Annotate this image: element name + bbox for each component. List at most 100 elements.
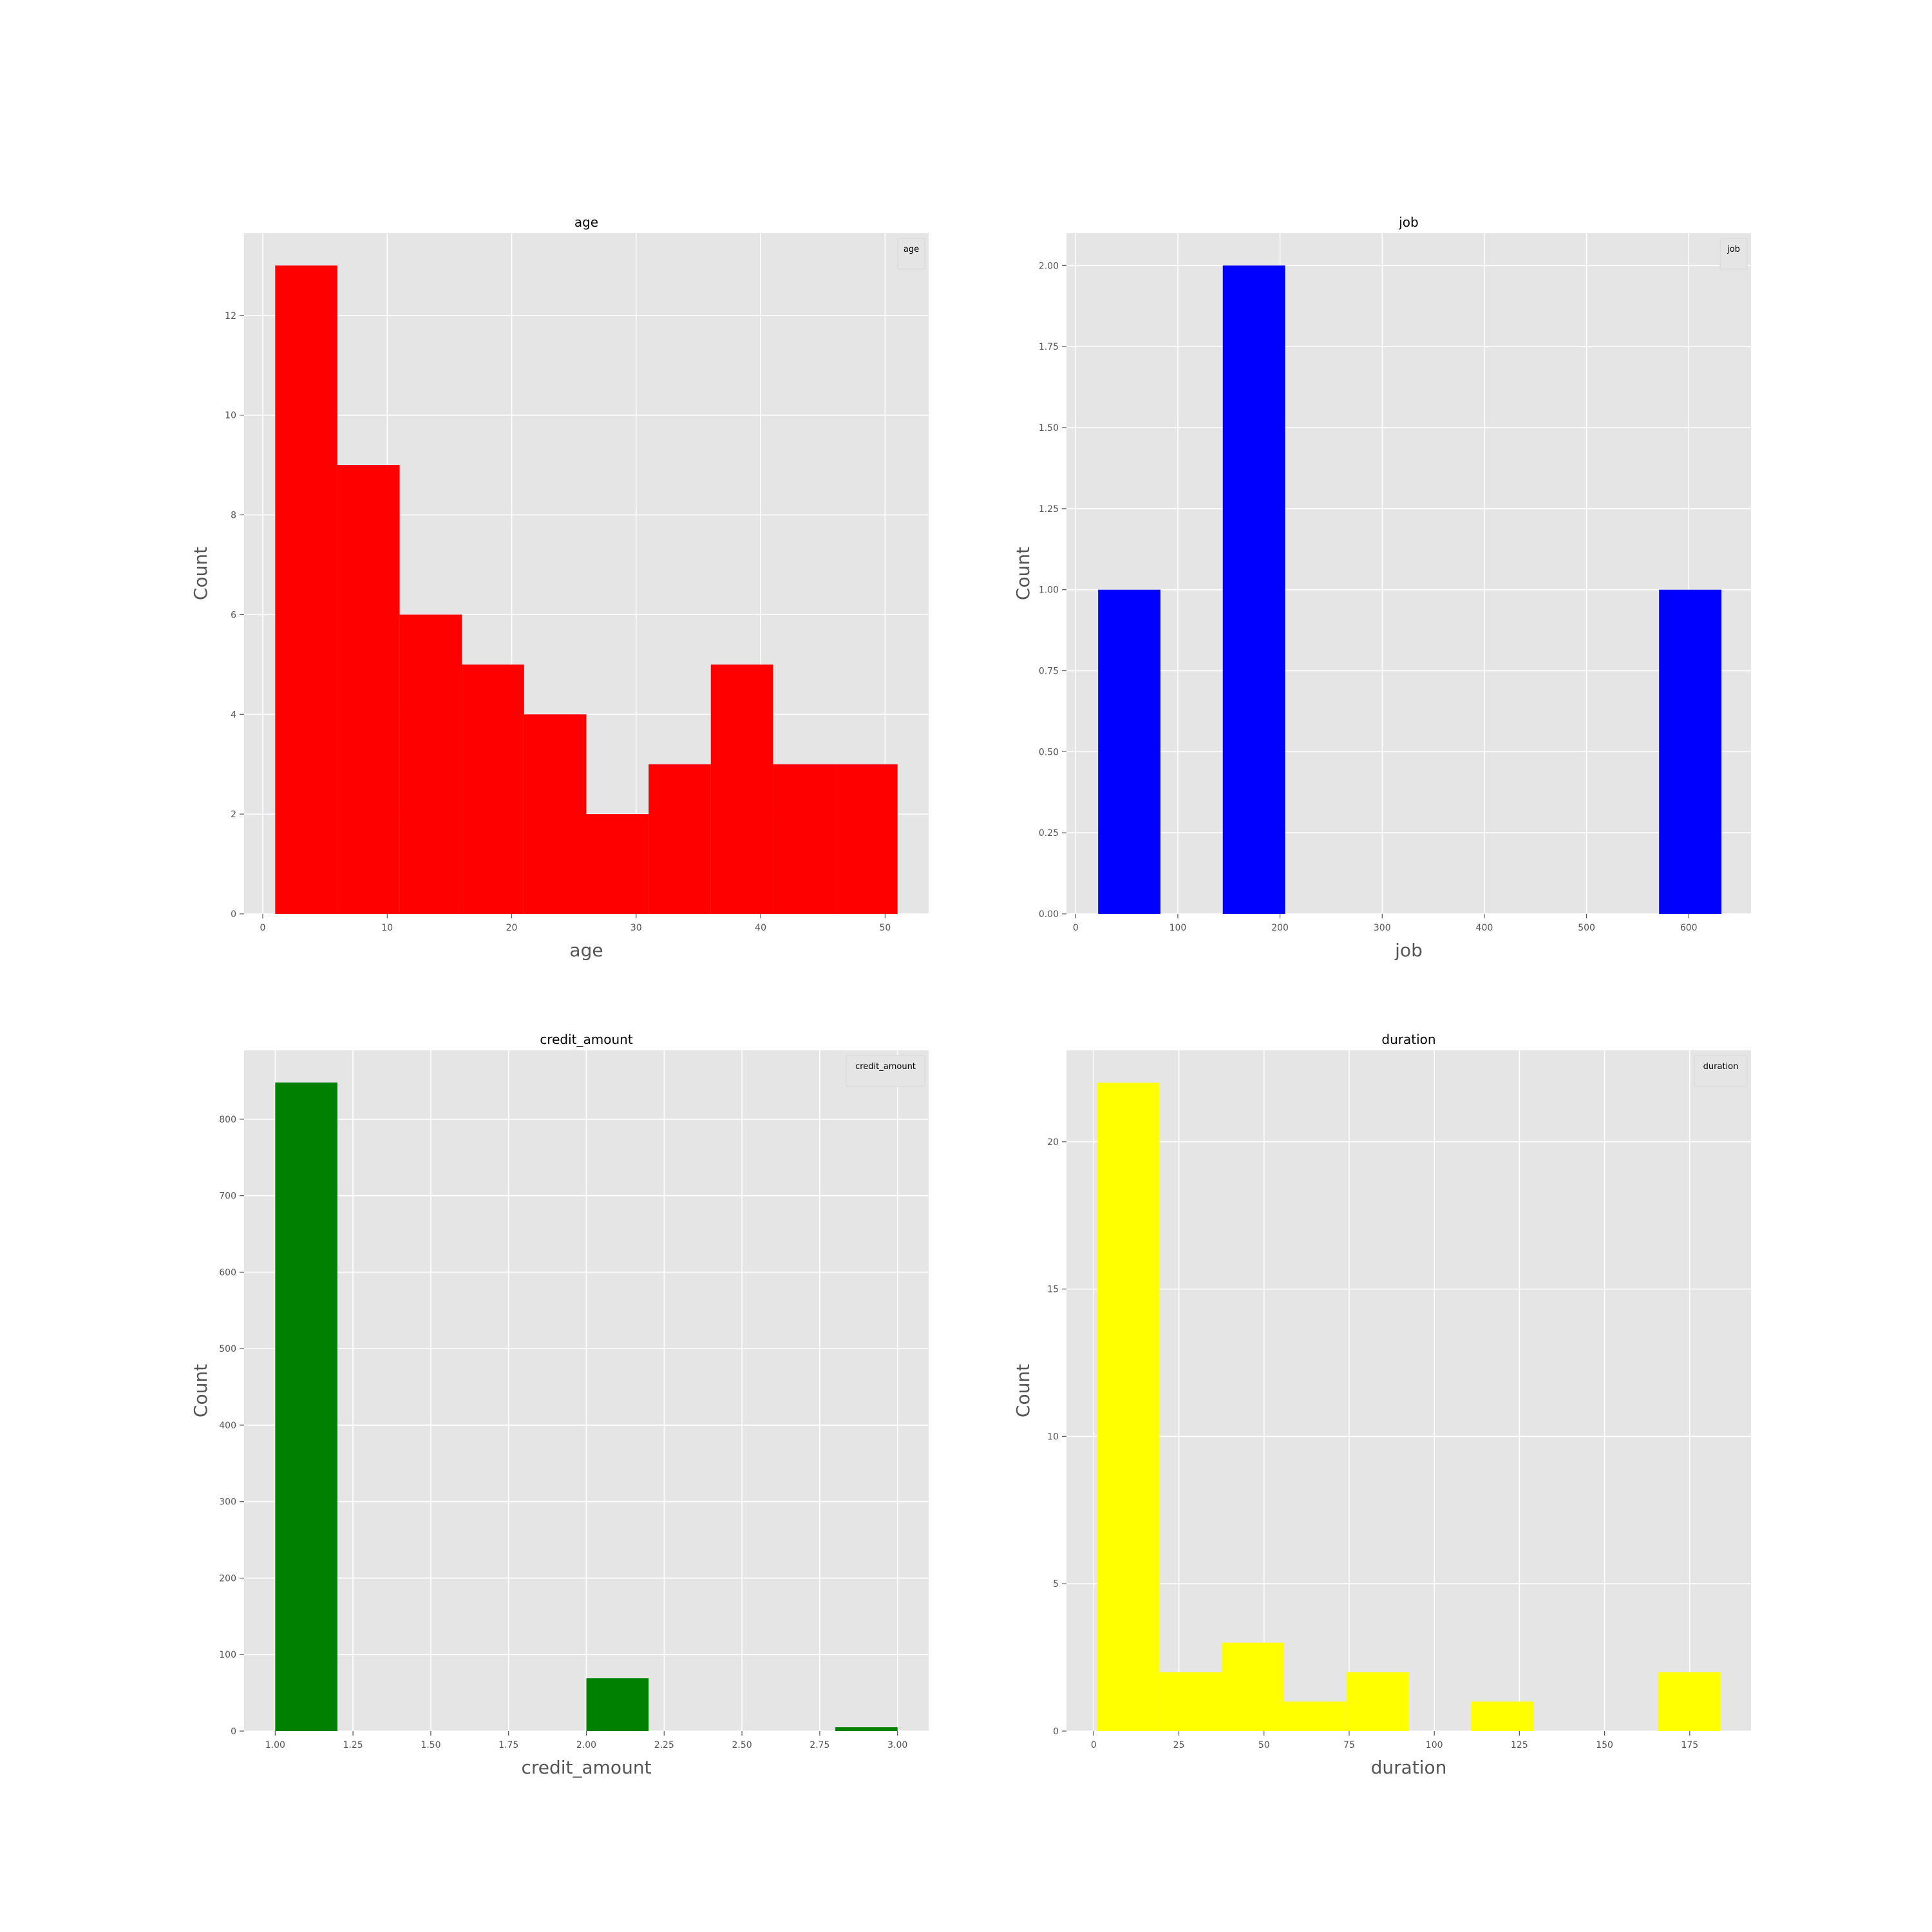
x-axis-label: duration bbox=[1371, 1757, 1447, 1778]
y-tick-label: 20 bbox=[1047, 1137, 1059, 1148]
x-tick-label: 2.75 bbox=[810, 1740, 829, 1750]
x-tick-label: 0 bbox=[260, 923, 266, 933]
x-tick-label: 1.25 bbox=[343, 1740, 363, 1750]
x-tick-label: 25 bbox=[1173, 1740, 1185, 1750]
y-tick-label: 10 bbox=[1047, 1432, 1059, 1442]
y-axis-label: Count bbox=[190, 1364, 211, 1417]
x-tick-label: 300 bbox=[1374, 923, 1391, 933]
chart-title: job bbox=[1398, 214, 1419, 230]
x-tick-label: 50 bbox=[879, 923, 891, 933]
histogram-bar bbox=[773, 764, 836, 914]
x-tick-label: 2.25 bbox=[654, 1740, 674, 1750]
y-tick-label: 300 bbox=[219, 1497, 236, 1508]
x-tick-label: 75 bbox=[1343, 1740, 1355, 1750]
plot-area bbox=[1066, 1050, 1751, 1731]
legend-box bbox=[897, 238, 925, 270]
histogram-bar bbox=[1659, 589, 1721, 914]
x-tick-label: 500 bbox=[1578, 923, 1595, 933]
y-tick-label: 2.00 bbox=[1039, 261, 1059, 271]
histogram-bar bbox=[462, 664, 524, 914]
y-tick-label: 100 bbox=[219, 1650, 236, 1660]
x-axis-label: job bbox=[1394, 940, 1423, 961]
x-tick-label: 30 bbox=[630, 923, 642, 933]
legend-box bbox=[1694, 1055, 1748, 1087]
x-tick-label: 2.50 bbox=[732, 1740, 752, 1750]
y-tick-label: 800 bbox=[219, 1115, 236, 1125]
histogram-bar bbox=[586, 814, 649, 914]
x-tick-label: 1.50 bbox=[421, 1740, 440, 1750]
x-tick-label: 40 bbox=[755, 923, 766, 933]
x-axis-label: credit_amount bbox=[521, 1757, 651, 1778]
y-tick-label: 2 bbox=[231, 810, 236, 820]
histogram-bar bbox=[337, 465, 400, 914]
y-tick-label: 5 bbox=[1053, 1579, 1059, 1589]
y-axis-label: Count bbox=[1012, 1364, 1034, 1417]
histogram-bar bbox=[586, 1678, 649, 1731]
histogram-bar bbox=[1222, 265, 1285, 914]
legend-label: job bbox=[1727, 245, 1740, 254]
y-tick-label: 1.50 bbox=[1039, 423, 1059, 433]
y-tick-label: 0 bbox=[1053, 1727, 1059, 1737]
x-tick-label: 1.75 bbox=[498, 1740, 518, 1750]
histogram-bar bbox=[835, 764, 898, 914]
histogram-bar bbox=[1471, 1701, 1534, 1731]
y-tick-label: 200 bbox=[219, 1573, 236, 1584]
y-axis-label: Count bbox=[1012, 547, 1034, 600]
x-tick-label: 50 bbox=[1258, 1740, 1270, 1750]
legend-label: credit_amount bbox=[855, 1062, 916, 1072]
y-tick-label: 0.00 bbox=[1039, 909, 1059, 920]
y-tick-label: 8 bbox=[231, 511, 236, 521]
histogram-bar bbox=[1098, 589, 1160, 914]
histogram-bar bbox=[1097, 1083, 1160, 1731]
y-tick-label: 600 bbox=[219, 1267, 236, 1278]
histogram-bar bbox=[1222, 1642, 1284, 1731]
legend-label: duration bbox=[1703, 1062, 1739, 1072]
histogram-bar bbox=[1346, 1672, 1409, 1731]
y-tick-label: 1.00 bbox=[1039, 585, 1059, 596]
y-tick-label: 4 bbox=[231, 710, 236, 720]
y-tick-label: 0.75 bbox=[1039, 667, 1059, 677]
x-tick-label: 125 bbox=[1511, 1740, 1528, 1750]
plot-area bbox=[1066, 233, 1751, 914]
legend-box bbox=[1719, 238, 1748, 270]
y-tick-label: 0.50 bbox=[1039, 747, 1059, 757]
chart-panel-job: 0 100 200 300 400 500 600 0.00 0.25 0.50 0.75 1.00 1… bbox=[1012, 214, 1751, 961]
y-tick-label: 500 bbox=[219, 1344, 236, 1354]
x-tick-label: 100 bbox=[1170, 923, 1187, 933]
x-tick-label: 100 bbox=[1426, 1740, 1443, 1750]
chart-panel-credit_amount: 1.00 1.25 1.50 1.75 2.00 2.25 2.50 2.75 3.00 0 100… bbox=[190, 1032, 929, 1778]
legend-label: age bbox=[904, 245, 919, 254]
histogram-bar bbox=[1658, 1672, 1721, 1731]
x-tick-label: 150 bbox=[1596, 1740, 1613, 1750]
y-tick-label: 6 bbox=[231, 610, 236, 620]
x-tick-label: 20 bbox=[506, 923, 518, 933]
y-axis-label: Count bbox=[190, 547, 211, 600]
histogram-bar bbox=[1159, 1672, 1222, 1731]
x-tick-label: 10 bbox=[381, 923, 393, 933]
histogram-bar bbox=[1283, 1701, 1347, 1731]
x-tick-label: 1.00 bbox=[265, 1740, 285, 1750]
y-tick-label: 0.25 bbox=[1039, 828, 1059, 838]
y-tick-label: 1.75 bbox=[1039, 342, 1059, 352]
histogram-bar bbox=[524, 714, 587, 914]
x-axis-label: age bbox=[569, 940, 603, 961]
histogram-bar bbox=[399, 614, 462, 914]
y-tick-label: 12 bbox=[225, 311, 236, 321]
x-tick-label: 3.00 bbox=[887, 1740, 907, 1750]
x-tick-label: 175 bbox=[1681, 1740, 1698, 1750]
x-tick-label: 0 bbox=[1073, 923, 1079, 933]
x-tick-label: 200 bbox=[1271, 923, 1289, 933]
y-tick-label: 400 bbox=[219, 1421, 236, 1431]
histogram-bar bbox=[710, 664, 773, 914]
x-tick-label: 2.00 bbox=[576, 1740, 596, 1750]
y-tick-label: 1.25 bbox=[1039, 504, 1059, 515]
x-tick-label: 600 bbox=[1680, 923, 1698, 933]
chart-title: duration bbox=[1381, 1032, 1435, 1047]
y-tick-label: 700 bbox=[219, 1191, 236, 1202]
chart-panel-duration: 0 25 50 75 100 125 150 175 0 5 10 15 20 duration durat… bbox=[1012, 1032, 1751, 1778]
histogram-bar bbox=[649, 764, 711, 914]
histogram-bar bbox=[835, 1727, 898, 1731]
chart-title: credit_amount bbox=[540, 1032, 633, 1047]
histogram-bar bbox=[275, 265, 337, 914]
